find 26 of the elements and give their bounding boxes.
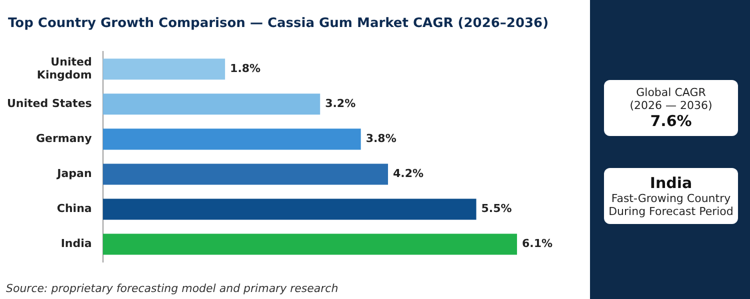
chart-title: Top Country Growth Comparison — Cassia Gum Market CAGR (2026–2036)	[8, 16, 549, 31]
text: India	[648, 174, 694, 192]
y-tick-label: Germany	[36, 132, 92, 146]
y-tick-label: United States	[7, 97, 92, 110]
text: Fast-Growing Country	[610, 192, 732, 205]
y-tick-label: China	[56, 202, 92, 216]
text: 7.6%	[649, 112, 693, 130]
source-note: Source: proprietary forecasting model and primary research	[6, 282, 338, 295]
text: Global CAGR	[635, 86, 707, 99]
data-label: 3.2%	[325, 97, 356, 110]
bar	[102, 128, 361, 150]
bar	[102, 234, 518, 255]
text: During Forecast Period	[608, 205, 734, 218]
y-tick-label: Japan	[56, 167, 92, 180]
data-label: 4.2%	[393, 167, 424, 180]
bar	[102, 198, 476, 220]
y-tick-label: United Kingdom	[36, 55, 92, 82]
bar	[102, 94, 320, 115]
data-label: 1.8%	[230, 62, 261, 75]
text: (2026 — 2036)	[628, 99, 714, 112]
data-label: 3.8%	[366, 132, 396, 146]
data-label: 5.5%	[481, 202, 512, 216]
bar	[102, 164, 388, 185]
data-label: 6.1%	[522, 237, 553, 250]
bar	[102, 58, 226, 80]
y-tick-label: India	[60, 237, 92, 250]
